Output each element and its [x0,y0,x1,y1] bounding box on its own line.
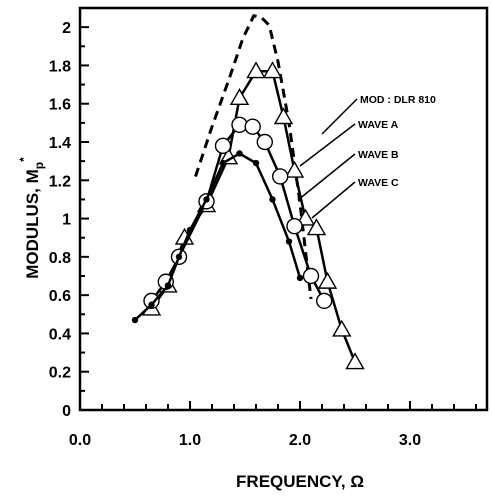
y-axis-title-main: MODULUS, M [23,169,42,279]
data-point-wave-c [164,282,172,289]
legend-label: WAVE C [358,177,399,189]
x-tick-label: 3.0 [399,432,421,449]
data-point-wave-c [148,301,155,308]
legend-leader-line [311,181,356,219]
legend-label: MOD : DLR 810 [360,94,436,106]
data-point-wave-b [316,292,333,310]
y-tick-label: 0 [62,403,71,420]
data-point-wave-c [131,316,139,324]
data-point-wave-b [256,133,273,151]
y-tick-label: 2 [62,20,71,37]
data-point-wave-a [317,271,338,289]
y-tick-label: 0.6 [49,288,71,305]
legend-label: WAVE A [358,119,399,131]
plot-frame [78,6,489,412]
legend-leader-line [321,98,358,135]
y-tick-label: 1.6 [49,97,71,114]
data-point-wave-c [203,196,210,203]
series-line-mod-dlr-810 [194,14,313,300]
y-axis-title-superscript: * [17,157,31,162]
data-point-wave-b [214,137,232,155]
data-point-wave-b [286,218,303,235]
series-layer [131,14,365,370]
data-point-wave-c [285,238,293,245]
data-point-wave-c [269,196,276,203]
x-axis-ticks: 0.0 1.0 2.0 3.0 [69,401,477,449]
data-point-wave-c [186,226,194,234]
data-point-wave-a [306,218,327,236]
series-line-wave-c [134,152,302,321]
legend-label: WAVE B [358,149,399,161]
data-point-wave-a [273,107,294,125]
data-point-wave-a [345,352,365,370]
legend-leader-line [299,123,356,167]
legend-leader-line [297,153,356,201]
x-tick-label: 0.0 [69,432,91,449]
y-tick-label: 1.4 [49,135,71,152]
data-point-wave-c [219,159,227,167]
series-line-wave-a [150,69,357,363]
data-point-wave-b [272,168,289,185]
y-tick-label: 1.8 [49,58,71,75]
y-tick-label: 0.4 [49,326,71,343]
y-axis-title-subscript: p [32,162,46,169]
data-point-wave-c [252,159,260,167]
legend-layer: MOD : DLR 810 WAVE A WAVE B WAVE C [297,94,436,219]
y-axis-title: MODULUS, Mp* [17,157,46,279]
data-point-wave-c [236,150,243,157]
y-tick-label: 0.2 [49,365,71,382]
data-point-wave-b [244,118,261,135]
data-point-wave-a [229,88,250,106]
y-axis-ticks: 0 0.2 0.4 0.6 0.8 1 1.2 1.4 1.6 1.8 2 [49,7,89,420]
y-axis-title-group: MODULUS, Mp* [17,157,46,279]
data-point-wave-a [262,61,283,79]
data-point-wave-a [332,319,352,337]
data-point-wave-b [302,267,320,285]
data-point-wave-c [296,274,304,282]
x-tick-label: 2.0 [289,432,311,449]
y-tick-label: 1 [62,212,71,229]
data-point-wave-c [175,253,183,261]
data-point-wave-a [246,61,266,79]
data-point-wave-b [143,292,160,310]
x-axis-title: FREQUENCY, Ω [236,472,364,491]
y-tick-label: 0.8 [49,250,71,267]
x-tick-label: 1.0 [179,432,201,449]
plot-border [78,6,489,412]
data-point-wave-a [284,160,305,178]
y-tick-label: 1.2 [49,173,71,190]
data-point-wave-a [295,208,316,226]
